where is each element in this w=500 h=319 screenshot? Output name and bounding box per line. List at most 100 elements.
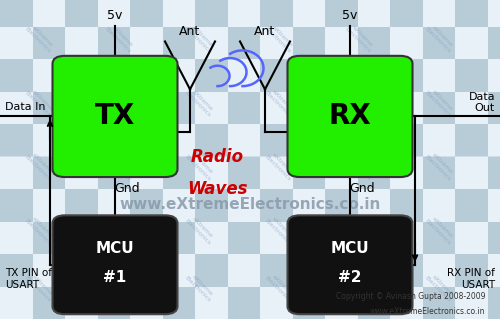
Bar xyxy=(390,59,422,92)
Bar xyxy=(260,189,292,221)
Text: eXtreme
Electronics: eXtreme Electronics xyxy=(264,22,296,54)
Bar xyxy=(260,157,292,189)
Bar xyxy=(228,157,260,189)
Bar xyxy=(65,286,98,319)
Bar xyxy=(0,157,32,189)
Bar xyxy=(358,286,390,319)
Bar xyxy=(488,92,500,124)
Text: RX PIN of
USART: RX PIN of USART xyxy=(447,268,495,290)
Bar xyxy=(488,157,500,189)
Bar xyxy=(228,26,260,59)
Bar xyxy=(98,92,130,124)
Text: Ant: Ant xyxy=(180,25,201,38)
Bar xyxy=(390,124,422,157)
Bar xyxy=(292,221,325,254)
Bar xyxy=(32,189,65,221)
Bar xyxy=(455,92,488,124)
Bar xyxy=(455,26,488,59)
Bar xyxy=(325,286,358,319)
Text: eXtreme
Electronics: eXtreme Electronics xyxy=(184,214,216,246)
Bar xyxy=(358,254,390,286)
Bar xyxy=(292,124,325,157)
Bar xyxy=(130,26,162,59)
Text: TX: TX xyxy=(95,102,135,130)
Bar xyxy=(130,221,162,254)
Bar xyxy=(130,254,162,286)
Bar xyxy=(390,189,422,221)
Bar xyxy=(390,0,422,26)
Bar xyxy=(162,157,195,189)
Bar xyxy=(422,189,455,221)
Text: eXtreme
Electronics: eXtreme Electronics xyxy=(104,22,136,54)
Bar xyxy=(455,189,488,221)
Bar xyxy=(228,59,260,92)
Text: eXtreme
Electronics: eXtreme Electronics xyxy=(184,271,216,303)
Bar xyxy=(228,254,260,286)
Bar xyxy=(422,92,455,124)
Bar xyxy=(358,0,390,26)
Bar xyxy=(195,286,228,319)
Bar xyxy=(292,0,325,26)
Text: 5v: 5v xyxy=(108,9,122,22)
Bar xyxy=(98,221,130,254)
Text: eXtreme
Electronics: eXtreme Electronics xyxy=(424,150,456,182)
Text: #2: #2 xyxy=(338,270,362,285)
Bar xyxy=(195,0,228,26)
Text: eXtreme
Electronics: eXtreme Electronics xyxy=(24,271,56,303)
Bar xyxy=(260,221,292,254)
Bar xyxy=(130,92,162,124)
Text: eXtreme
Electronics: eXtreme Electronics xyxy=(104,214,136,246)
Text: eXtreme
Electronics: eXtreme Electronics xyxy=(264,214,296,246)
Text: eXtreme
Electronics: eXtreme Electronics xyxy=(264,150,296,182)
Bar xyxy=(0,26,32,59)
Bar xyxy=(358,189,390,221)
Bar xyxy=(455,254,488,286)
Bar xyxy=(260,124,292,157)
Bar xyxy=(162,254,195,286)
Bar xyxy=(0,92,32,124)
Bar xyxy=(260,59,292,92)
Text: eXtreme
Electronics: eXtreme Electronics xyxy=(104,86,136,118)
Bar xyxy=(130,286,162,319)
Text: eXtreme
Electronics: eXtreme Electronics xyxy=(344,271,376,303)
Bar xyxy=(195,59,228,92)
Bar xyxy=(422,157,455,189)
Text: Waves: Waves xyxy=(187,180,248,198)
Bar xyxy=(195,189,228,221)
Bar xyxy=(260,26,292,59)
Bar xyxy=(0,59,32,92)
Bar xyxy=(390,26,422,59)
Text: eXtreme
Electronics: eXtreme Electronics xyxy=(184,150,216,182)
Bar xyxy=(32,286,65,319)
Bar xyxy=(195,124,228,157)
FancyBboxPatch shape xyxy=(288,56,412,177)
Text: MCU: MCU xyxy=(96,241,134,256)
Bar xyxy=(358,221,390,254)
Bar xyxy=(260,0,292,26)
Text: 5v: 5v xyxy=(342,9,357,22)
Bar xyxy=(162,26,195,59)
Bar xyxy=(65,221,98,254)
Text: www.eXtremeElectronics.co.in: www.eXtremeElectronics.co.in xyxy=(120,197,380,212)
Bar xyxy=(130,124,162,157)
Bar xyxy=(260,92,292,124)
Bar xyxy=(32,26,65,59)
Bar xyxy=(292,92,325,124)
Bar xyxy=(130,0,162,26)
Bar xyxy=(98,189,130,221)
Bar xyxy=(98,59,130,92)
Bar xyxy=(65,0,98,26)
Bar xyxy=(455,59,488,92)
Text: eXtreme
Electronics: eXtreme Electronics xyxy=(264,86,296,118)
Bar xyxy=(358,157,390,189)
Bar xyxy=(162,189,195,221)
Bar xyxy=(65,92,98,124)
Bar xyxy=(98,157,130,189)
Bar xyxy=(422,59,455,92)
Bar xyxy=(422,286,455,319)
Bar xyxy=(488,26,500,59)
Bar xyxy=(325,221,358,254)
Bar xyxy=(488,189,500,221)
Bar xyxy=(455,0,488,26)
Text: eXtreme
Electronics: eXtreme Electronics xyxy=(424,271,456,303)
